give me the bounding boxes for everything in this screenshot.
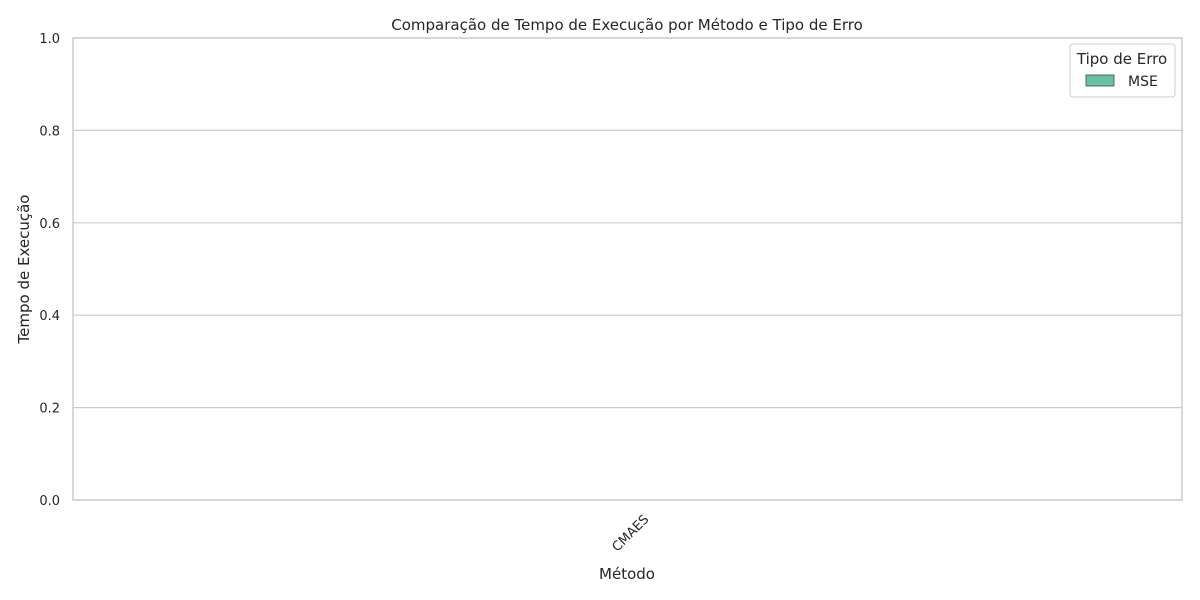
- y-tick-labels: 0.0 0.2 0.4 0.6 0.8 1.0: [39, 32, 60, 509]
- y-tick-label: 1.0: [39, 32, 60, 47]
- y-tick-label: 0.6: [39, 217, 60, 232]
- gridlines: [73, 37, 1182, 501]
- legend-title: Tipo de Erro: [1076, 50, 1167, 68]
- y-tick-label: 0.8: [39, 124, 60, 139]
- legend-swatch-mse: [1085, 74, 1115, 87]
- y-tick-label: 0.4: [39, 309, 60, 324]
- chart-title: Comparação de Tempo de Execução por Méto…: [391, 16, 863, 34]
- x-axis-label: Método: [599, 565, 655, 583]
- legend: Tipo de Erro MSE: [1069, 43, 1176, 98]
- y-tick-label: 0.0: [39, 494, 60, 509]
- x-tick-label-cmaes: CMAES: [609, 512, 652, 555]
- x-tick-labels: CMAES: [609, 512, 652, 555]
- y-axis-label: Tempo de Execução: [15, 195, 33, 345]
- plot-area-frame: [72, 37, 1183, 501]
- legend-label-mse: MSE: [1128, 74, 1158, 90]
- y-tick-label: 0.2: [39, 402, 60, 417]
